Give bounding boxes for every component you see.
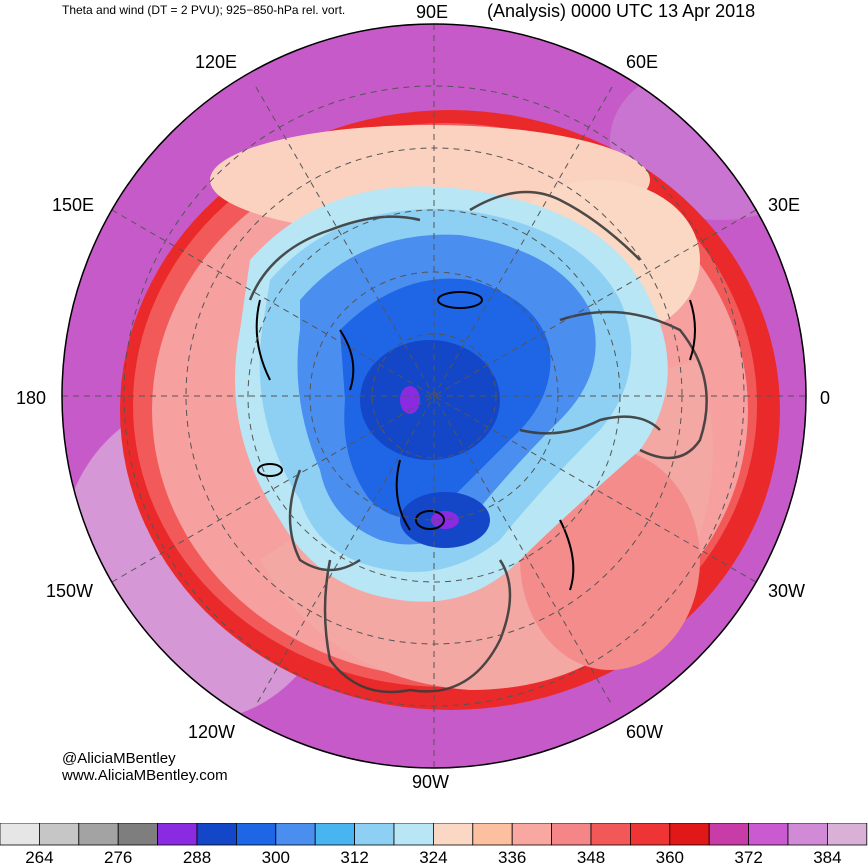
colorbar-cell	[472, 823, 513, 846]
colorbar-cell	[39, 823, 80, 846]
colorbar-cell	[551, 823, 592, 846]
colorbar-cell	[196, 823, 237, 846]
lon-label-60e: 60E	[626, 52, 659, 72]
colorbar-cell	[787, 823, 828, 846]
colorbar-tick-label: 384	[813, 848, 841, 865]
colorbar-cell	[590, 823, 631, 846]
colorbar-tick-label: 372	[734, 848, 762, 865]
colorbar: 264 276 288 300 312 324 336 348 360 372 384	[0, 823, 868, 865]
lon-label-90e: 90E	[416, 2, 449, 22]
credit-website: www.AliciaMBentley.com	[62, 767, 228, 784]
colorbar-tick-label: 312	[340, 848, 368, 865]
credit-handle: @AliciaMBentley	[62, 750, 176, 767]
colorbar-cell	[393, 823, 434, 846]
graticule	[62, 24, 806, 768]
colorbar-cell	[235, 823, 277, 846]
lon-label-120e: 120E	[195, 52, 238, 72]
colorbar-tick-label: 300	[262, 848, 290, 865]
colorbar-cell	[0, 823, 40, 846]
colorbar-cell	[630, 823, 671, 846]
lon-label-60w: 60W	[626, 722, 664, 742]
colorbar-tick-label: 360	[656, 848, 684, 865]
colorbar-cell	[157, 823, 198, 846]
coastlines	[248, 190, 708, 694]
lon-label-180: 180	[16, 388, 47, 408]
colorbar-cells	[0, 823, 868, 846]
colorbar-cell	[275, 823, 316, 846]
colorbar-cell	[314, 823, 356, 846]
lon-label-90w: 90W	[412, 772, 450, 792]
lon-label-30w: 30W	[768, 581, 806, 601]
colorbar-cell	[827, 823, 868, 846]
map-boundary	[61, 23, 807, 769]
analysis-time: (Analysis) 0000 UTC 13 Apr 2018	[487, 1, 756, 21]
colorbar-tick-label: 324	[419, 848, 447, 865]
colorbar-tick-label: 264	[25, 848, 53, 865]
colorbar-tick-labels: 264 276 288 300 312 324 336 348 360 372 384	[25, 848, 841, 865]
credit: @AliciaMBentley www.AliciaMBentley.com	[62, 750, 228, 784]
polar-map	[61, 23, 807, 769]
lon-label-120w: 120W	[188, 722, 236, 742]
colorbar-tick-label: 288	[183, 848, 211, 865]
colorbar-cell	[511, 823, 553, 846]
colorbar-cell	[78, 823, 119, 846]
map-title: Theta and wind (DT = 2 PVU); 925−850-hPa…	[62, 3, 346, 17]
colorbar-tick-label: 276	[104, 848, 132, 865]
vorticity-contours	[255, 291, 696, 591]
lon-label-0: 0	[820, 388, 831, 408]
colorbar-cell	[354, 823, 395, 846]
colorbar-cell	[117, 823, 158, 846]
colorbar-tick-label: 336	[498, 848, 526, 865]
colorbar-cell	[748, 823, 789, 846]
colorbar-cell	[432, 823, 474, 846]
lon-label-150w: 150W	[46, 581, 94, 601]
lon-label-150e: 150E	[52, 195, 95, 215]
lon-label-30e: 30E	[768, 195, 801, 215]
colorbar-tick-label: 348	[577, 848, 605, 865]
colorbar-cell	[708, 823, 750, 846]
colorbar-cell	[669, 823, 710, 846]
